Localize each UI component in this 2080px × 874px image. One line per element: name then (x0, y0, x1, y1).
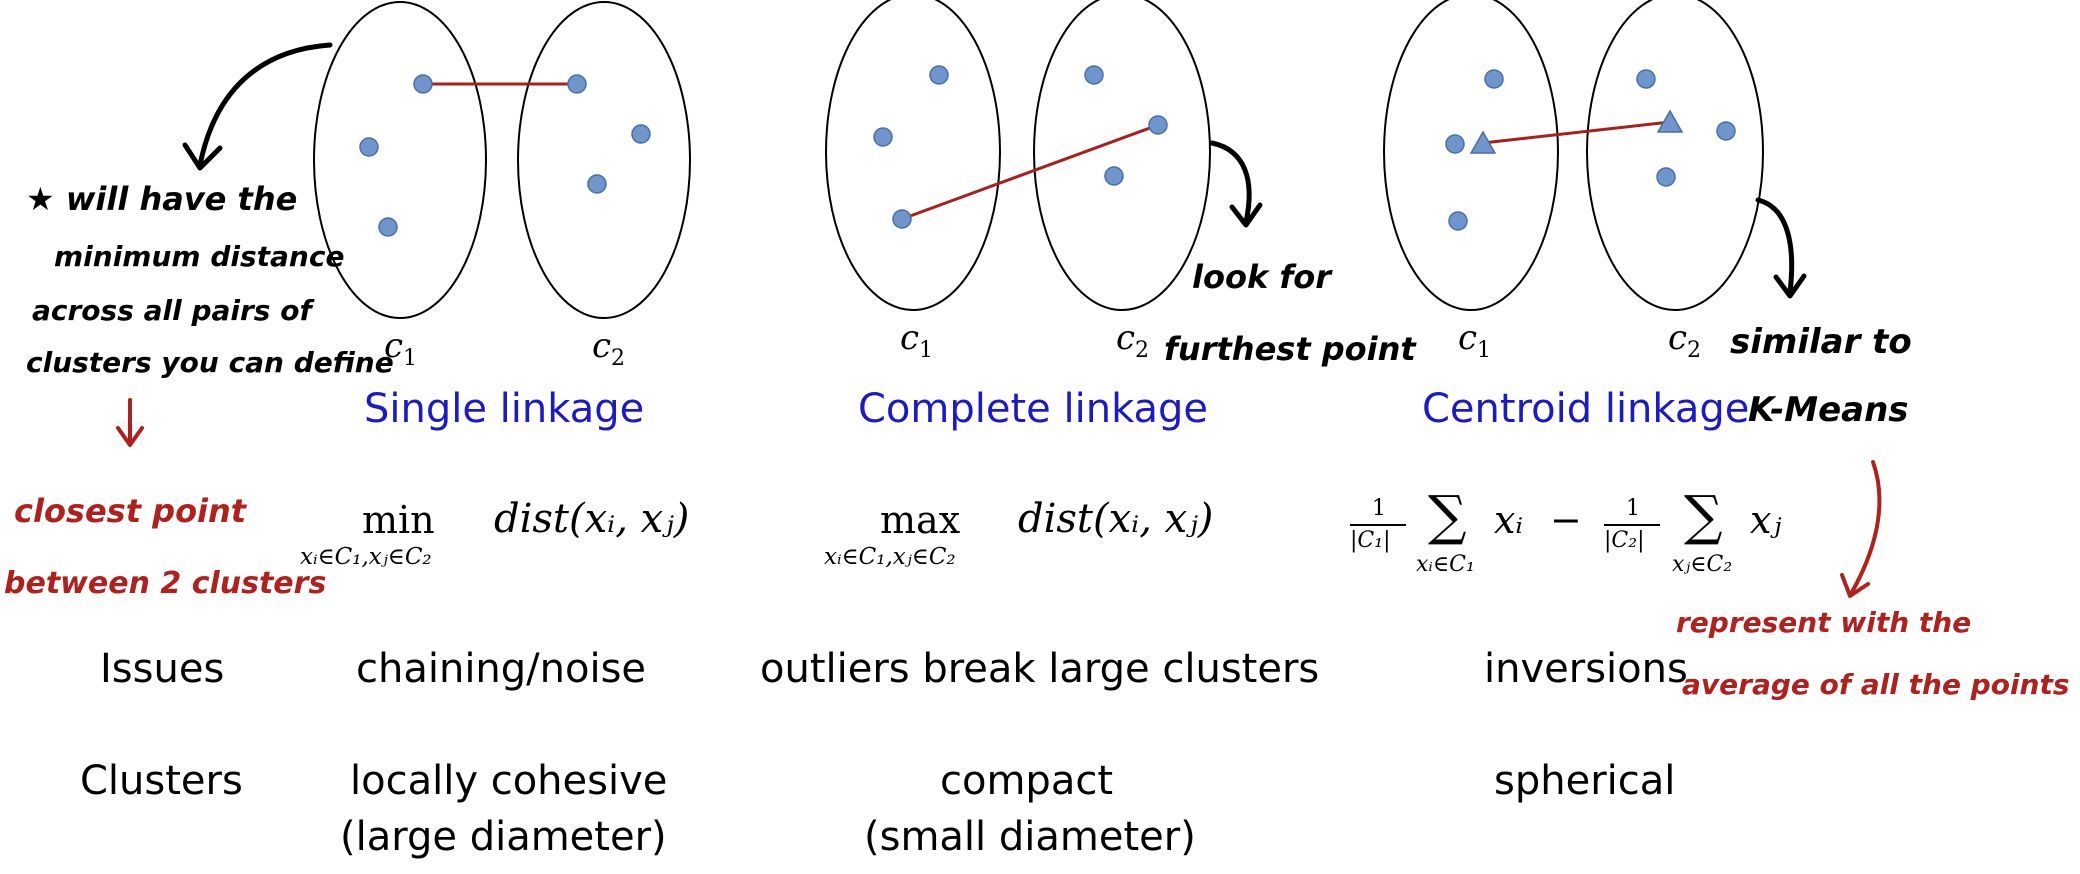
cluster-label-c2: c2 (592, 326, 626, 371)
data-point (1445, 134, 1465, 154)
arrowhead-red (116, 426, 144, 447)
data-point (1484, 69, 1504, 89)
annotation-star-line1: ★ will have the (26, 180, 298, 218)
data-point (359, 137, 379, 157)
cluster-c1-ellipse (313, 1, 487, 319)
fraction-numerator: 1 (1372, 496, 1386, 521)
clusters-row-label: Clusters (80, 758, 243, 804)
arrowhead-black (1229, 202, 1263, 228)
fraction-bar (1604, 524, 1660, 526)
centroid-linkage-title: Centroid linkage (1422, 386, 1750, 432)
arrowhead-black (182, 142, 223, 171)
complete-linkage-formula: max xᵢ∈C₁,xⱼ∈C₂ dist(xᵢ, xⱼ) (824, 496, 1224, 586)
cluster-c2-ellipse (1033, 0, 1211, 311)
data-point (378, 217, 398, 237)
curved-arrow-black (197, 42, 333, 168)
annotation-look-line1: look for (1192, 258, 1332, 296)
sum-term: xᵢ (1494, 498, 1524, 542)
annotation-look-line2: furthest point (1164, 330, 1416, 368)
data-point (1656, 167, 1676, 187)
complete-linkage-title: Complete linkage (858, 386, 1209, 432)
complete-cluster-line2: (small diameter) (864, 814, 1196, 860)
curved-arrow-black (1755, 197, 1795, 295)
data-point (1104, 166, 1124, 186)
sum-subscript: xⱼ∈C₂ (1672, 552, 1733, 577)
annotation-closest-line2: between 2 clusters (4, 566, 327, 601)
data-point (873, 127, 893, 147)
data-point (929, 65, 949, 85)
issues-row-label: Issues (100, 646, 225, 692)
centroid-triangle (1469, 130, 1497, 154)
complete-linkage-diagram (825, 0, 1211, 311)
annotation-star-line3: across all pairs of (32, 294, 312, 327)
centroid-cluster: spherical (1494, 758, 1676, 804)
data-point (567, 74, 587, 94)
data-point (1084, 65, 1104, 85)
cluster-c1-ellipse (1383, 0, 1559, 311)
curved-arrow-black (1209, 140, 1252, 225)
fraction-numerator: 1 (1626, 496, 1640, 521)
annotation-star-line4: clusters you can define (26, 346, 394, 379)
complete-cluster-line1: compact (940, 758, 1114, 804)
annotation-represent-line1: represent with the (1676, 606, 1972, 639)
fraction-denominator: |C₁| (1350, 528, 1391, 553)
centroid-link-line (1482, 120, 1671, 145)
annotation-arrows (116, 42, 1882, 598)
sum-term: xⱼ (1750, 498, 1782, 542)
min-operator: min (362, 498, 435, 542)
annotation-star-line2: minimum distance (54, 240, 345, 273)
data-point (1148, 115, 1168, 135)
data-point (1636, 69, 1656, 89)
sigma-symbol: ∑ (1428, 484, 1467, 547)
annotation-represent-line2: average of all the points (1682, 668, 2070, 701)
complete-issue: outliers break large clusters (760, 646, 1320, 692)
centroid-issue: inversions (1484, 646, 1688, 692)
max-operator: max (880, 498, 961, 542)
cluster-label-c1: c1 (1458, 318, 1492, 363)
formula-expression: dist(xᵢ, xⱼ) (1018, 496, 1214, 542)
cluster-c2-ellipse (517, 1, 691, 319)
data-point (892, 209, 912, 229)
formula-subscript: xᵢ∈C₁,xⱼ∈C₂ (824, 544, 956, 570)
formula-expression: dist(xᵢ, xⱼ) (494, 496, 690, 542)
centroid-linkage-formula: 1 |C₁| ∑ xᵢ∈C₁ xᵢ − 1 |C₂| ∑ xⱼ∈C₂ xⱼ (1344, 484, 1824, 590)
single-cluster-line2: (large diameter) (340, 814, 667, 860)
single-linkage-formula: min xᵢ∈C₁,xⱼ∈C₂ dist(xᵢ, xⱼ) (300, 496, 700, 586)
data-point (413, 74, 433, 94)
cluster-label-c2: c2 (1116, 318, 1150, 363)
data-point (587, 174, 607, 194)
cluster-c2-ellipse (1586, 0, 1764, 311)
data-point (1716, 121, 1736, 141)
data-point (631, 124, 651, 144)
fraction-denominator: |C₂| (1604, 528, 1645, 553)
centroid-triangle (1656, 109, 1684, 133)
arrowhead-red (1840, 573, 1870, 598)
minus-sign: − (1550, 498, 1582, 542)
sum-subscript: xᵢ∈C₁ (1416, 552, 1475, 577)
annotation-similar-line1: similar to (1730, 322, 1912, 362)
fraction-bar (1350, 524, 1406, 526)
single-issue: chaining/noise (356, 646, 647, 692)
arrowhead-black (1773, 273, 1807, 299)
centroid-linkage-diagram (1383, 0, 1764, 311)
sigma-symbol: ∑ (1684, 484, 1723, 547)
single-linkage-diagram (313, 1, 691, 319)
annotation-closest-line1: closest point (14, 492, 247, 530)
cluster-label-c1: c1 (900, 318, 934, 363)
curved-arrow-red (1850, 460, 1882, 594)
cluster-label-c1: c1 (384, 326, 418, 371)
formula-subscript: xᵢ∈C₁,xⱼ∈C₂ (300, 544, 432, 570)
cluster-c1-ellipse (825, 0, 1001, 311)
single-cluster-line1: locally cohesive (350, 758, 668, 804)
data-point (1448, 211, 1468, 231)
link-line (901, 123, 1159, 221)
annotation-kmeans: K-Means (1748, 390, 1909, 430)
cluster-label-c2: c2 (1668, 318, 1702, 363)
single-linkage-title: Single linkage (364, 386, 645, 432)
